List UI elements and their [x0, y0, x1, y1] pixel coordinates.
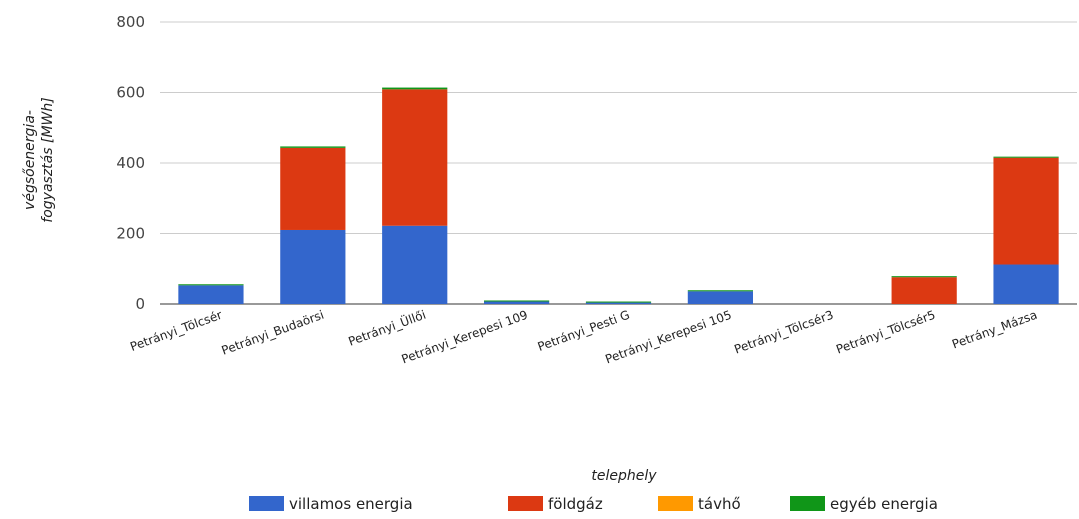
- x-tick-label: Petrányi_Budaörsi: [220, 308, 326, 358]
- bar-segment: [993, 264, 1059, 304]
- bar-segment: [993, 156, 1059, 158]
- bar-segment: [585, 301, 652, 303]
- bar-segment: [891, 277, 957, 304]
- legend-swatch: [658, 496, 693, 511]
- bar-segment: [484, 300, 550, 302]
- legend-item[interactable]: egyéb energia: [790, 495, 938, 513]
- bar-segment: [382, 89, 448, 226]
- bar-segment: [993, 157, 1059, 265]
- y-axis-title-line: végsőenergia-: [22, 110, 38, 210]
- x-axis-title: telephely: [591, 468, 657, 484]
- bar-segment: [382, 225, 448, 304]
- y-tick-label: 800: [116, 13, 145, 31]
- bar-segment: [382, 87, 448, 90]
- bar-segment: [178, 284, 244, 286]
- bar-segment: [891, 276, 957, 278]
- legend: villamos energia földgáz távhő egyéb energi…: [249, 495, 938, 513]
- x-tick-label: Petrányi_Tölcsér5: [834, 308, 937, 357]
- legend-swatch: [790, 496, 825, 511]
- bar-segment: [280, 146, 346, 148]
- x-tick-label: Petrányi_Tölcsér3: [732, 308, 835, 357]
- legend-swatch: [508, 496, 543, 511]
- bar-segment: [178, 285, 244, 304]
- x-tick-label: Petrányi_Tölcsér: [128, 308, 224, 354]
- legend-label: távhő: [698, 495, 741, 513]
- y-tick-label: 600: [116, 84, 145, 102]
- legend-label: egyéb energia: [830, 495, 938, 513]
- x-tick-label: Petrányi_Üllői: [346, 306, 428, 349]
- y-tick-label: 200: [116, 225, 145, 243]
- legend-item[interactable]: villamos energia: [249, 495, 413, 513]
- bars: [178, 87, 1059, 304]
- legend-item[interactable]: földgáz: [508, 495, 603, 513]
- legend-label: villamos energia: [289, 495, 413, 513]
- bar-segment: [280, 147, 346, 230]
- legend-item[interactable]: távhő: [658, 495, 741, 513]
- bar-segment: [280, 229, 346, 304]
- bar-segment: [687, 290, 753, 292]
- legend-swatch: [249, 496, 284, 511]
- y-axis-title-line: fogyasztás [MWh]: [40, 97, 56, 222]
- y-tick-label: 400: [116, 154, 145, 172]
- x-tick-label: Petrányi_Pesti G: [536, 308, 632, 354]
- legend-label: földgáz: [548, 495, 603, 513]
- y-tick-labels: 0 200 400 600 800: [116, 13, 145, 313]
- y-axis-title: végsőenergia-fogyasztás [MWh]: [22, 97, 56, 222]
- bar-segment: [687, 291, 753, 304]
- bar-segment: [484, 301, 550, 304]
- bar-segment: [585, 302, 652, 304]
- y-tick-label: 0: [135, 295, 145, 313]
- x-tick-label: Petrány_Mázsa: [950, 308, 1039, 352]
